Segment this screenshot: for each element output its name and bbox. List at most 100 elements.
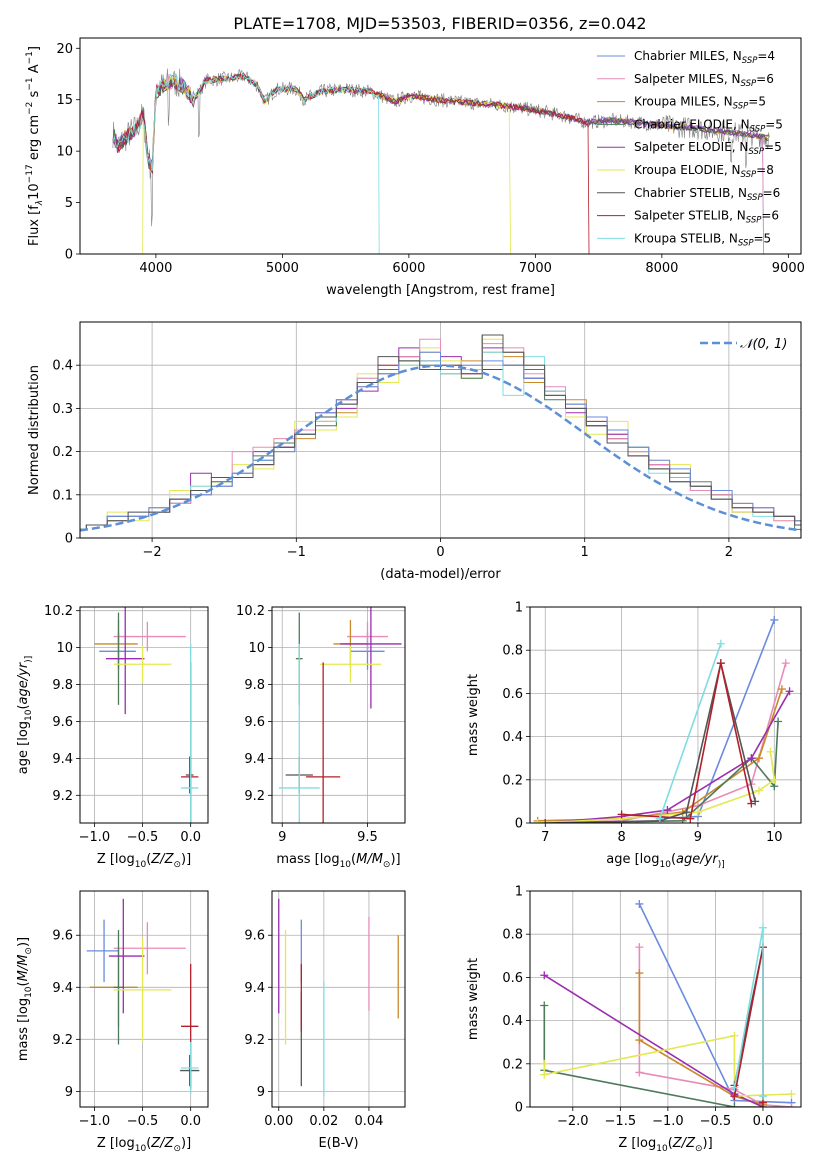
y-tick-label: 9.8 [52, 678, 73, 693]
weight-marker [617, 810, 626, 819]
weight-marker [747, 799, 756, 808]
weight-marker [635, 899, 644, 908]
label-sub: ⊙ [173, 860, 181, 870]
x-tick-label: −1.5 [605, 1114, 637, 1129]
legend-count: =5 [765, 117, 783, 131]
label-part: 10 [27, 183, 42, 200]
legend-label: Chabrier STELIB, NSSP=6 [634, 186, 780, 203]
weight-marker [730, 1092, 739, 1101]
weight-marker [758, 923, 767, 932]
y-tick-label: 0.6 [502, 971, 523, 986]
legend-sub: SSP [748, 147, 764, 157]
x-tick-label: 0.00 [264, 1114, 293, 1129]
legend-label: Chabrier MILES, NSSP=4 [634, 49, 775, 66]
y-axis-label: mass weight [466, 958, 481, 1040]
label-italic: age/yr [16, 661, 31, 704]
label-part: Z [log [618, 1136, 656, 1151]
legend-model-name: Kroupa STELIB, N [634, 231, 738, 245]
label-part: mass [log [16, 998, 31, 1061]
plot-area [540, 899, 796, 1107]
label-part: )] [703, 1136, 713, 1151]
weight-marker [730, 1083, 739, 1092]
legend-count: =5 [764, 140, 782, 154]
legend-model-name: Chabrier ELODIE, N [634, 117, 750, 131]
x-tick-label: 8 [617, 830, 625, 845]
label-sub: 10 [656, 1144, 668, 1154]
y-axis-label: mass [log10(M/M⊙)] [16, 937, 34, 1061]
label-sub: 10 [24, 986, 34, 998]
label-italic: Z/Z [150, 852, 174, 867]
label-sub: )] [24, 656, 34, 663]
y-tick-label: 10.2 [44, 604, 73, 619]
y-tick-label: 0 [515, 1101, 523, 1116]
errorbar [113, 922, 186, 975]
y-tick-label: 0.1 [52, 488, 73, 503]
label-part: erg cm [27, 115, 42, 164]
weight-marker [663, 806, 672, 815]
weight-marker [716, 659, 725, 668]
errorbar [319, 645, 382, 683]
label-part: Flux [f [27, 205, 42, 246]
weight-marker [635, 943, 644, 952]
weight-marker [693, 808, 702, 817]
errorbar [113, 621, 186, 652]
y-tick-label: 5 [65, 196, 73, 211]
legend-count: =6 [763, 186, 781, 200]
y-tick-label: 9.4 [52, 752, 73, 767]
label-part: ( [668, 1136, 673, 1151]
label-italic: age/yr [676, 852, 719, 867]
x-tick-label: 2 [725, 545, 733, 560]
x-tick-label: −2 [143, 545, 162, 560]
y-tick-label: 0.6 [502, 687, 523, 702]
weight-marker [540, 1070, 549, 1079]
weight-series-line [543, 1005, 763, 1107]
y-tick-label: 10 [248, 641, 265, 656]
label-part: ( [671, 852, 676, 867]
axes-frame [271, 890, 406, 1108]
axes-frame [79, 890, 209, 1108]
weight-marker [781, 659, 790, 668]
x-tick-label: 10 [766, 830, 783, 845]
y-tick-label: 0.3 [52, 402, 73, 417]
label-italic: Z/Z [150, 1136, 174, 1151]
model-spectrum-line [112, 73, 380, 254]
y-axis-label: age [log10(age/yr)] [16, 656, 34, 774]
weight-marker [787, 1103, 796, 1107]
y-tick-label: 9.6 [244, 715, 265, 730]
weight-marker [686, 814, 695, 823]
label-part: )] [390, 852, 400, 867]
errorbar [181, 643, 199, 823]
weight-vs-metallicity-chart: −2.0 −1.5 −1.0 −0.5 0.0 0 0.2 0.4 0.6 0.8 1 Z [log1… [466, 885, 802, 1154]
x-tick-label: 9.5 [357, 830, 378, 845]
legend-label: Salpeter MILES, NSSP=6 [634, 72, 774, 89]
weight-marker [540, 971, 549, 980]
plot-area [86, 898, 200, 1094]
y-tick-label: 9.2 [52, 1033, 73, 1048]
legend-sub: SSP [738, 238, 754, 248]
weight-marker [716, 639, 725, 648]
y-tick-label: 0.4 [502, 1014, 523, 1029]
x-tick-label: −0.5 [127, 830, 159, 845]
x-axis-label: E(B-V) [318, 1136, 358, 1151]
legend-count: =6 [761, 209, 779, 223]
legend-label: Chabrier ELODIE, NSSP=5 [634, 117, 783, 134]
x-axis-label: age [log10(age/yr)] [606, 852, 724, 870]
y-tick-label: 9.2 [244, 1033, 265, 1048]
axes-frame [529, 606, 802, 824]
x-tick-label: 4000 [139, 261, 172, 276]
label-part: ( [16, 981, 31, 986]
y-tick-label: 1 [515, 885, 523, 900]
weight-series-line [659, 643, 722, 819]
y-tick-label: 9.8 [244, 678, 265, 693]
weight-series-line [545, 663, 756, 823]
label-sub: 10 [24, 709, 34, 721]
axes-frame [529, 890, 802, 1108]
weight-marker [755, 754, 764, 763]
errorbar [105, 607, 145, 715]
weight-marker [747, 754, 756, 763]
x-tick-label: −1.0 [79, 830, 111, 845]
y-tick-label: 20 [56, 42, 73, 57]
y-tick-label: 0.4 [502, 730, 523, 745]
weight-marker [635, 969, 644, 978]
x-axis-label: wavelength [Angstrom, rest frame] [326, 283, 555, 298]
